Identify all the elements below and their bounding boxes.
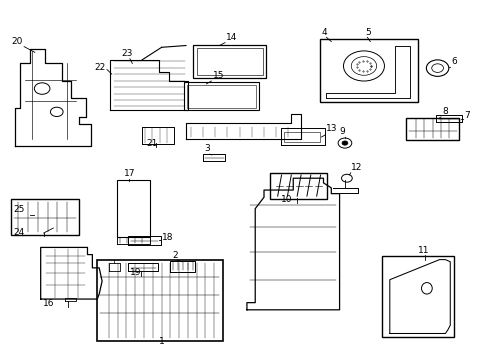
Text: 8: 8 [441, 107, 447, 116]
Text: 24: 24 [13, 228, 24, 237]
Text: 16: 16 [43, 300, 55, 309]
Text: 12: 12 [350, 163, 362, 172]
Text: 9: 9 [339, 127, 345, 136]
Text: 20: 20 [11, 36, 23, 45]
Text: 10: 10 [281, 195, 292, 204]
Text: 22: 22 [94, 63, 105, 72]
Text: 3: 3 [204, 144, 210, 153]
Circle shape [341, 141, 347, 145]
Text: 18: 18 [161, 233, 173, 242]
Text: 7: 7 [463, 111, 468, 120]
Text: 13: 13 [326, 125, 337, 134]
Text: 19: 19 [130, 268, 141, 277]
Text: 6: 6 [450, 57, 456, 66]
Text: 25: 25 [13, 205, 24, 214]
Text: 17: 17 [123, 169, 135, 178]
Text: 4: 4 [321, 28, 326, 37]
Text: 21: 21 [146, 139, 157, 148]
Text: 15: 15 [212, 71, 224, 80]
Text: 2: 2 [172, 251, 178, 260]
Text: 14: 14 [225, 33, 237, 42]
Text: 5: 5 [365, 28, 370, 37]
Text: 1: 1 [159, 337, 164, 346]
Text: 11: 11 [417, 246, 429, 255]
Text: 23: 23 [122, 49, 133, 58]
